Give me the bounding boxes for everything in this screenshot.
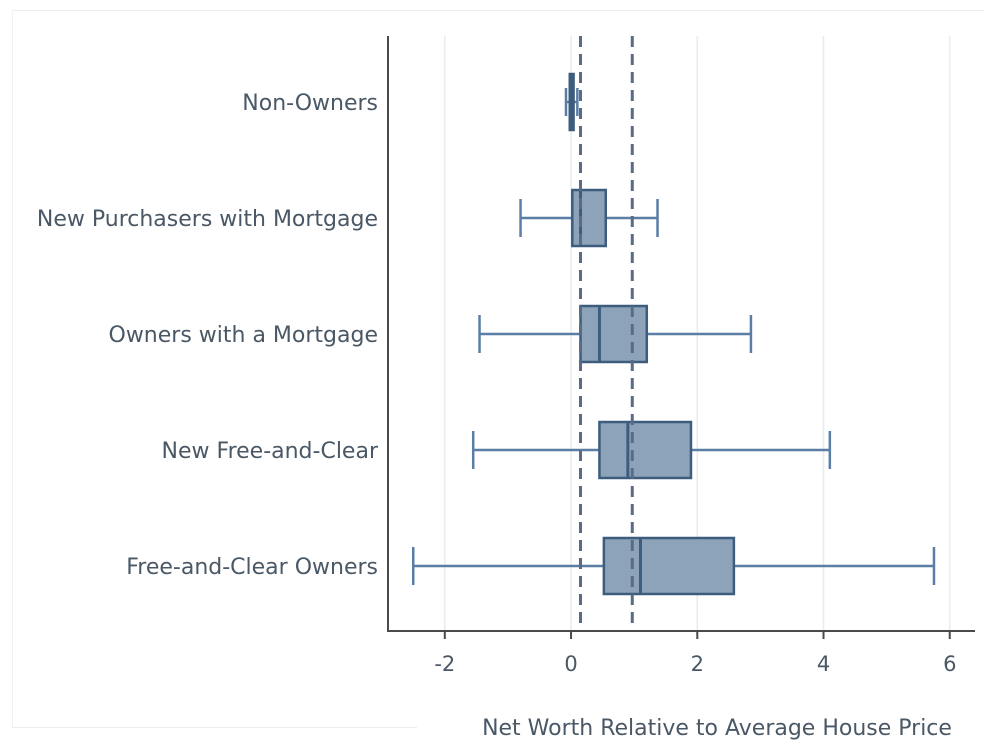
category-labels: Non-Owners New Purchasers with Mortgage Ow… xyxy=(37,91,379,580)
box-rect-3 xyxy=(599,422,691,478)
category-label-0: Non-Owners xyxy=(242,91,378,116)
x-tick-label-4: 6 xyxy=(943,652,956,676)
category-label-3: New Free-and-Clear xyxy=(162,439,379,464)
x-tick-label-1: 0 xyxy=(564,652,577,676)
x-tick-label-0: -2 xyxy=(434,652,455,676)
category-label-4: Free-and-Clear Owners xyxy=(126,555,378,580)
x-tick-label-2: 2 xyxy=(691,652,704,676)
x-tick-labels: -2 0 2 4 6 xyxy=(434,652,956,676)
box-3 xyxy=(473,422,830,478)
box-2 xyxy=(480,306,751,362)
box-plots xyxy=(413,74,934,594)
category-label-2: Owners with a Mortgage xyxy=(109,323,379,348)
x-axis-title: Net Worth Relative to Average House Pric… xyxy=(482,716,952,740)
box-1 xyxy=(521,190,658,246)
category-label-1: New Purchasers with Mortgage xyxy=(37,207,378,232)
box-0 xyxy=(566,74,577,130)
x-tick-label-3: 4 xyxy=(817,652,830,676)
box-rect-1 xyxy=(572,190,605,246)
box-rect-2 xyxy=(581,306,647,362)
box-rect-4 xyxy=(604,538,734,594)
box-4 xyxy=(413,538,934,594)
